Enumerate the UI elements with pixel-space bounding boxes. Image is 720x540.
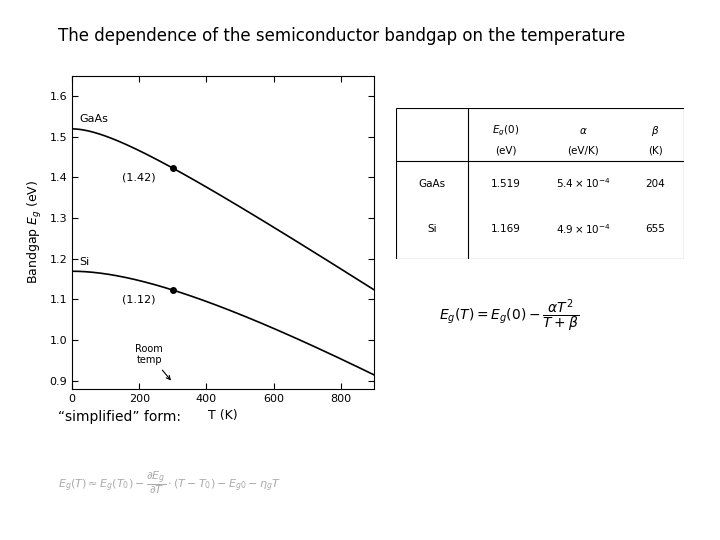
Text: $E_g(T) \approx E_g(T_0) - \dfrac{\partial E_g}{\partial T} \cdot (T - T_0) - E_: $E_g(T) \approx E_g(T_0) - \dfrac{\parti… (58, 470, 281, 496)
Y-axis label: Bandgap $E_g$ (eV): Bandgap $E_g$ (eV) (26, 180, 44, 285)
Text: “simplified” form:: “simplified” form: (58, 410, 181, 424)
Text: 1.519: 1.519 (490, 179, 521, 188)
Text: Room
temp: Room temp (135, 343, 170, 380)
Text: GaAs: GaAs (418, 179, 446, 188)
Text: $E_g(0)$: $E_g(0)$ (492, 124, 519, 138)
Text: Si: Si (427, 224, 437, 234)
Text: 1.169: 1.169 (490, 224, 521, 234)
Text: (K): (K) (648, 145, 662, 156)
Text: $\beta$: $\beta$ (651, 124, 660, 138)
Text: 204: 204 (645, 179, 665, 188)
Text: (1.12): (1.12) (122, 294, 156, 304)
Text: $\alpha$: $\alpha$ (579, 126, 588, 136)
Text: $4.9\times10^{-4}$: $4.9\times10^{-4}$ (556, 222, 611, 236)
X-axis label: T (K): T (K) (208, 409, 238, 422)
Text: (eV/K): (eV/K) (567, 145, 599, 156)
Text: (eV): (eV) (495, 145, 516, 156)
Text: (1.42): (1.42) (122, 172, 156, 183)
Text: 655: 655 (645, 224, 665, 234)
Text: Si: Si (79, 256, 90, 267)
Text: The dependence of the semiconductor bandgap on the temperature: The dependence of the semiconductor band… (58, 27, 625, 45)
Text: $E_g(T) = E_g(0) - \dfrac{\alpha T^2}{T + \beta}$: $E_g(T) = E_g(0) - \dfrac{\alpha T^2}{T … (439, 298, 580, 334)
Text: $5.4\times10^{-4}$: $5.4\times10^{-4}$ (556, 177, 611, 191)
Text: GaAs: GaAs (79, 114, 108, 124)
